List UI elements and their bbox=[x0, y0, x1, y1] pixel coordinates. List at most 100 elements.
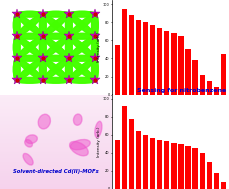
Ellipse shape bbox=[15, 77, 44, 83]
Ellipse shape bbox=[39, 13, 46, 37]
Ellipse shape bbox=[41, 35, 70, 60]
Ellipse shape bbox=[15, 13, 44, 37]
Ellipse shape bbox=[41, 13, 70, 37]
Ellipse shape bbox=[41, 13, 70, 37]
Ellipse shape bbox=[67, 57, 96, 82]
Ellipse shape bbox=[68, 33, 96, 39]
Ellipse shape bbox=[65, 35, 72, 59]
Bar bbox=[221, 54, 226, 94]
Ellipse shape bbox=[39, 57, 46, 81]
Ellipse shape bbox=[15, 13, 44, 37]
Text: Sensing for nitrobenzene: Sensing for nitrobenzene bbox=[137, 88, 227, 93]
Ellipse shape bbox=[41, 55, 70, 61]
Bar bbox=[122, 106, 127, 189]
Ellipse shape bbox=[14, 13, 20, 37]
Ellipse shape bbox=[67, 13, 96, 37]
Ellipse shape bbox=[68, 11, 96, 17]
Ellipse shape bbox=[67, 13, 96, 37]
Ellipse shape bbox=[41, 13, 70, 37]
Ellipse shape bbox=[15, 57, 44, 82]
Bar bbox=[164, 141, 169, 189]
Ellipse shape bbox=[41, 77, 70, 83]
Bar bbox=[199, 153, 205, 189]
Ellipse shape bbox=[68, 77, 96, 83]
Ellipse shape bbox=[65, 57, 72, 81]
Ellipse shape bbox=[68, 55, 96, 61]
Ellipse shape bbox=[41, 57, 70, 82]
Bar bbox=[157, 28, 162, 94]
Bar bbox=[185, 50, 191, 94]
Ellipse shape bbox=[41, 35, 70, 60]
Ellipse shape bbox=[41, 33, 70, 39]
Bar bbox=[129, 119, 134, 189]
Ellipse shape bbox=[41, 77, 70, 83]
Ellipse shape bbox=[67, 35, 96, 60]
Bar bbox=[143, 22, 148, 94]
Ellipse shape bbox=[38, 114, 50, 129]
Bar bbox=[143, 135, 148, 189]
Bar bbox=[136, 130, 141, 189]
Bar bbox=[115, 45, 120, 94]
Text: Solvent-directed Cd(II)-MOFs: Solvent-directed Cd(II)-MOFs bbox=[13, 170, 99, 174]
Ellipse shape bbox=[41, 55, 70, 61]
Ellipse shape bbox=[92, 57, 98, 81]
Y-axis label: Intensity (arb.): Intensity (arb.) bbox=[98, 126, 101, 157]
Ellipse shape bbox=[67, 57, 96, 82]
Ellipse shape bbox=[92, 35, 98, 59]
Ellipse shape bbox=[65, 13, 72, 37]
Bar bbox=[136, 20, 141, 94]
Ellipse shape bbox=[67, 13, 96, 37]
Ellipse shape bbox=[25, 140, 33, 147]
Ellipse shape bbox=[67, 13, 96, 37]
Ellipse shape bbox=[67, 35, 96, 60]
Ellipse shape bbox=[71, 139, 90, 150]
Bar bbox=[207, 162, 212, 189]
Bar bbox=[164, 31, 169, 94]
Bar bbox=[171, 143, 177, 189]
Ellipse shape bbox=[67, 35, 96, 60]
Bar bbox=[115, 139, 120, 189]
Ellipse shape bbox=[39, 35, 46, 59]
Ellipse shape bbox=[39, 13, 46, 37]
Ellipse shape bbox=[14, 57, 20, 81]
Ellipse shape bbox=[15, 55, 44, 61]
Y-axis label: Intensity (arb.): Intensity (arb.) bbox=[98, 32, 101, 63]
Ellipse shape bbox=[70, 141, 88, 156]
Ellipse shape bbox=[68, 55, 96, 61]
Ellipse shape bbox=[67, 57, 96, 82]
Ellipse shape bbox=[14, 13, 20, 37]
Bar bbox=[221, 182, 226, 189]
Ellipse shape bbox=[15, 33, 44, 39]
Ellipse shape bbox=[15, 35, 44, 60]
Ellipse shape bbox=[41, 35, 70, 60]
Ellipse shape bbox=[92, 13, 98, 37]
Ellipse shape bbox=[74, 114, 82, 125]
Ellipse shape bbox=[95, 121, 102, 138]
Ellipse shape bbox=[26, 135, 37, 143]
Bar bbox=[214, 173, 219, 189]
Ellipse shape bbox=[15, 57, 44, 82]
Ellipse shape bbox=[68, 33, 96, 39]
Ellipse shape bbox=[41, 35, 70, 60]
Ellipse shape bbox=[92, 57, 98, 81]
Ellipse shape bbox=[67, 57, 96, 82]
Ellipse shape bbox=[41, 57, 70, 82]
Ellipse shape bbox=[15, 13, 44, 37]
Bar bbox=[157, 139, 162, 189]
Bar bbox=[192, 148, 198, 189]
Ellipse shape bbox=[92, 35, 98, 59]
Ellipse shape bbox=[14, 35, 20, 59]
Ellipse shape bbox=[65, 13, 72, 37]
Ellipse shape bbox=[68, 11, 96, 17]
Ellipse shape bbox=[65, 35, 72, 59]
Ellipse shape bbox=[68, 77, 96, 83]
Ellipse shape bbox=[15, 13, 44, 37]
Ellipse shape bbox=[67, 35, 96, 60]
Ellipse shape bbox=[41, 11, 70, 17]
Ellipse shape bbox=[15, 55, 44, 61]
Ellipse shape bbox=[65, 57, 72, 81]
Ellipse shape bbox=[92, 13, 98, 37]
Ellipse shape bbox=[15, 11, 44, 17]
Ellipse shape bbox=[15, 35, 44, 60]
Ellipse shape bbox=[41, 57, 70, 82]
